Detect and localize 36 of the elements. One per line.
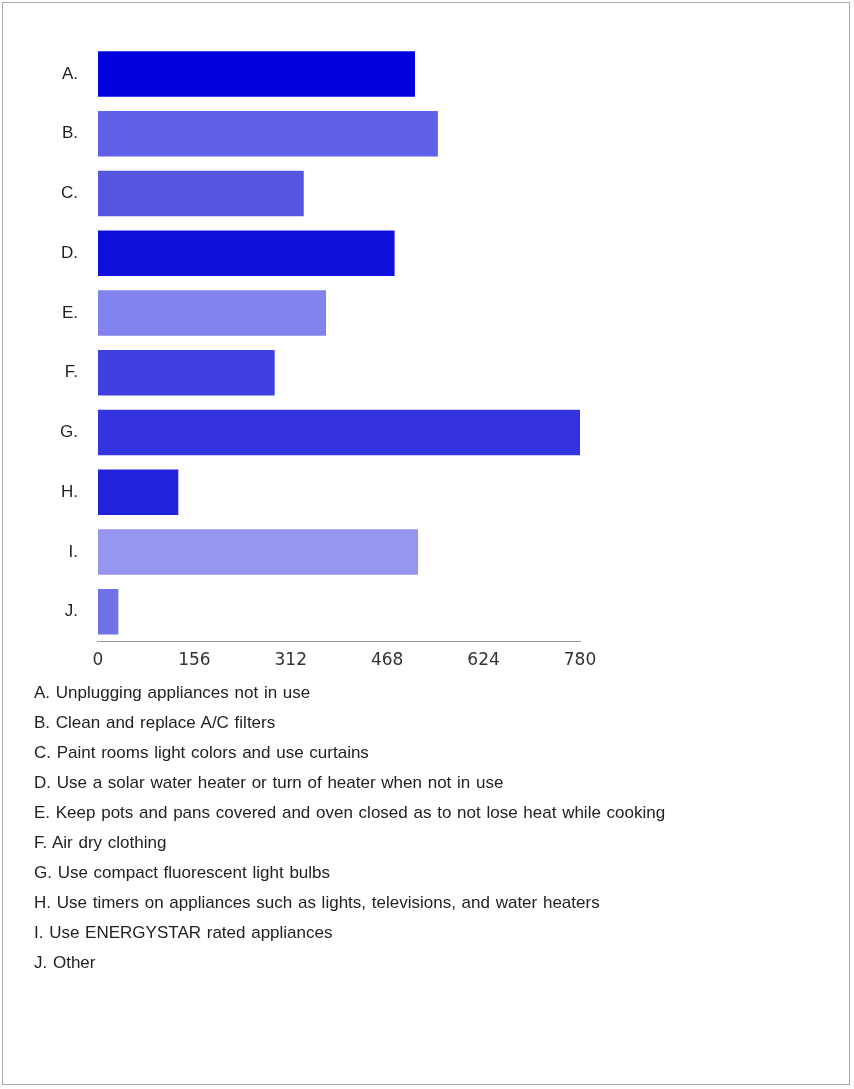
bar: [97, 170, 304, 217]
text: C. Paint rooms light colors and use curtains: [34, 742, 370, 764]
text: B. Clean and replace A/C filters: [34, 712, 277, 734]
bar: [97, 350, 275, 396]
text: I. Use ENERGYSTAR rated appliances: [34, 922, 334, 944]
x-tick-label: 156: [178, 649, 211, 670]
text: H. Use timers on appliances such as lights, televisions, and water heaters: [34, 892, 601, 914]
bar: [97, 409, 580, 456]
x-tick-label: 624: [467, 649, 500, 670]
text: E. Keep pots and pans covered and oven closed as to not lose heat while cooking: [34, 802, 667, 824]
y-tick-label: H.: [60, 481, 78, 501]
y-tick-label: I.: [68, 541, 78, 561]
text: J. Other: [34, 952, 97, 974]
text: D. Use a solar water heater or turn of heater when not in use: [34, 772, 505, 794]
y-tick-label: C.: [60, 183, 78, 203]
y-tick-label: G.: [59, 422, 78, 442]
bar: [97, 529, 419, 575]
x-tick-label: 468: [370, 649, 404, 670]
text: F. Air dry clothing: [34, 832, 168, 854]
bar: [97, 230, 395, 276]
text: G. Use compact fluorescent light bulbs: [34, 862, 332, 884]
bar: [97, 469, 179, 515]
x-tick-label: 0: [92, 649, 104, 670]
x-tick-label: 312: [274, 649, 307, 670]
y-tick-label: E.: [61, 302, 78, 322]
x-tick-label: 780: [563, 649, 597, 670]
bar: [97, 51, 415, 97]
bar: [97, 290, 326, 336]
y-tick-label: B.: [61, 123, 78, 143]
y-tick-label: D.: [60, 242, 78, 262]
bar: [97, 589, 119, 635]
y-tick-label: J.: [64, 601, 78, 621]
bar: [97, 111, 438, 157]
text: A. Unplugging appliances not in use: [34, 682, 312, 704]
y-tick-label: F.: [64, 362, 78, 382]
y-tick-label: A.: [61, 63, 78, 83]
